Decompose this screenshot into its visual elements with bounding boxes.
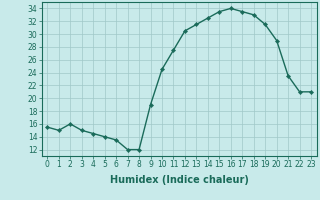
X-axis label: Humidex (Indice chaleur): Humidex (Indice chaleur) [110, 175, 249, 185]
